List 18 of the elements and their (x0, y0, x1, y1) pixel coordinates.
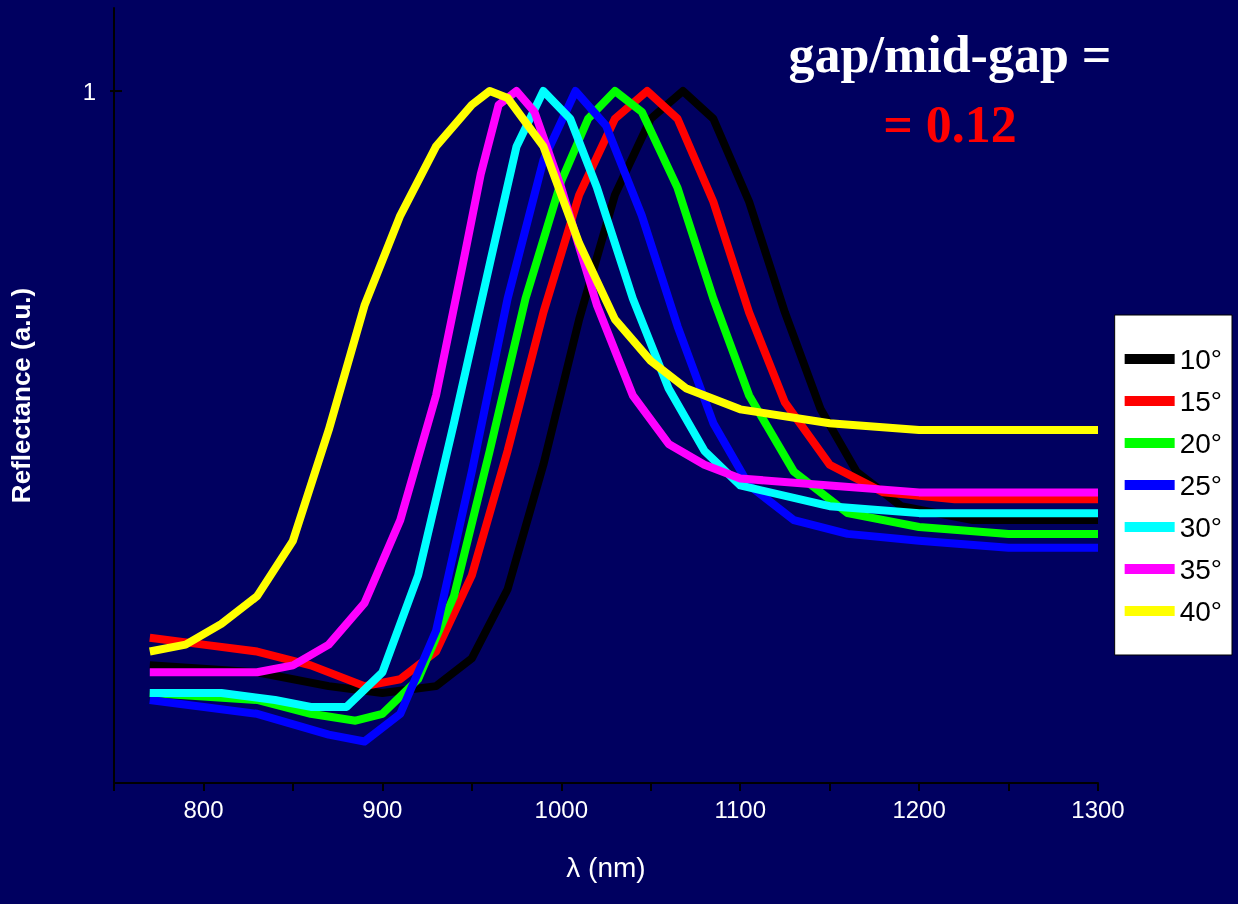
x-tick-label: 1200 (892, 795, 946, 823)
text: 1 (82, 77, 96, 105)
legend-label: 15° (1179, 385, 1222, 417)
x-tick-label: 1100 (714, 795, 766, 823)
x-tick-label: 1000 (534, 795, 588, 823)
legend-label: 35° (1179, 553, 1222, 585)
legend-label: 40° (1179, 595, 1222, 627)
legend-label: 10° (1179, 343, 1222, 375)
x-axis-title: λ (nm) (566, 851, 646, 883)
legend-label: 30° (1179, 511, 1222, 543)
annotation: = 0.12 (883, 95, 1017, 153)
x-tick-label: 1300 (1071, 795, 1125, 823)
y-axis-title: Reflectance (a.u.) (6, 287, 36, 504)
x-tick-label: 900 (362, 795, 403, 823)
legend-label: 20° (1179, 427, 1222, 459)
x-tick-label: 800 (183, 795, 224, 823)
text: gap/mid-gap = (788, 25, 1112, 83)
legend-label: 25° (1179, 469, 1222, 501)
